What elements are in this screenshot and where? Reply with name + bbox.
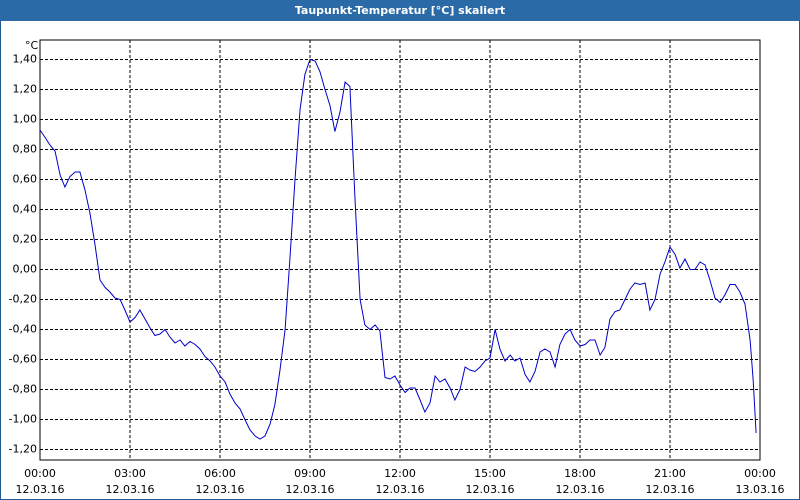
- x-tick-date: 12.03.16: [16, 483, 65, 496]
- x-tick-label: 12:00: [384, 467, 416, 480]
- data-line: [39, 58, 757, 440]
- chart-title: Taupunkt-Temperatur [°C] skaliert: [295, 4, 505, 17]
- title-bar: [0, 0, 800, 21]
- x-tick-date: 12.03.16: [556, 483, 605, 496]
- y-unit: °C: [25, 39, 39, 52]
- x-tick-label: 09:00: [294, 467, 326, 480]
- y-tick-label: 0,20: [13, 233, 38, 246]
- x-tick-date: 12.03.16: [646, 483, 695, 496]
- y-tick-label: 1,20: [13, 83, 38, 96]
- y-tick-label: -0,40: [9, 323, 37, 336]
- x-tick-label: 15:00: [474, 467, 506, 480]
- x-tick-date: 12.03.16: [376, 483, 425, 496]
- y-tick-label: 0,60: [13, 173, 38, 186]
- y-tick-label: -0,20: [9, 293, 37, 306]
- x-tick-label: 00:00: [744, 467, 776, 480]
- x-tick-date: 12.03.16: [196, 483, 245, 496]
- x-tick-date: 12.03.16: [106, 483, 155, 496]
- x-tick-label: 00:00: [24, 467, 56, 480]
- y-tick-label: 0,40: [13, 203, 38, 216]
- x-tick-label: 21:00: [654, 467, 686, 480]
- y-tick-label: 0,80: [13, 143, 38, 156]
- y-tick-label: -1,20: [9, 443, 37, 456]
- y-tick-label: 1,40: [13, 53, 38, 66]
- x-tick-date: 12.03.16: [466, 483, 515, 496]
- y-tick-label: -0,80: [9, 383, 37, 396]
- y-tick-label: 1,00: [13, 113, 38, 126]
- x-tick-date: 12.03.16: [286, 483, 335, 496]
- x-tick-label: 18:00: [564, 467, 596, 480]
- y-tick-label: -1,00: [9, 413, 37, 426]
- x-tick-label: 06:00: [204, 467, 236, 480]
- x-tick-label: 03:00: [114, 467, 146, 480]
- x-tick-date: 13.03.16: [736, 483, 785, 496]
- y-tick-label: -0,60: [9, 353, 37, 366]
- y-tick-label: 0,00: [13, 263, 38, 276]
